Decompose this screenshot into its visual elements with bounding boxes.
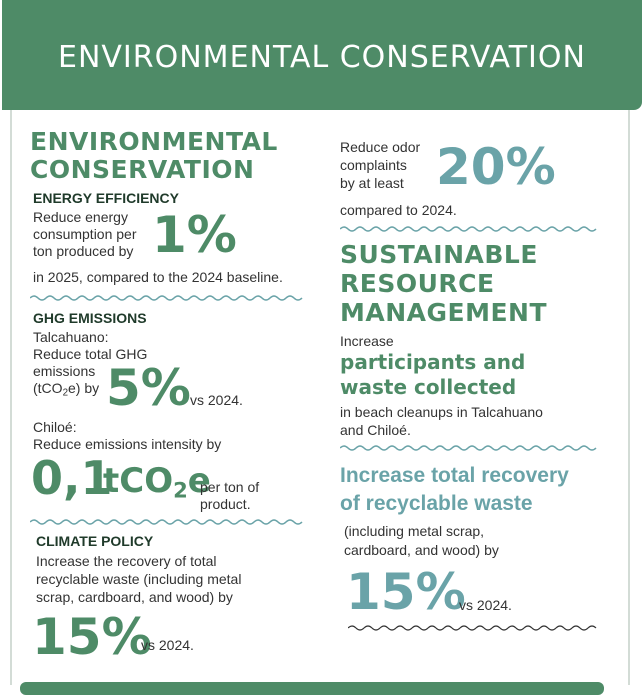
text-line: Reduce odor xyxy=(340,139,421,155)
climate-value: 15% xyxy=(32,608,152,666)
wave-divider xyxy=(30,519,303,525)
wave-divider xyxy=(340,226,597,232)
section-title-line: CONSERVATION xyxy=(30,155,255,184)
unit-part: tCO xyxy=(103,461,174,501)
cleanup-highlight: participants and waste collected xyxy=(340,350,525,400)
wave-divider xyxy=(340,445,597,451)
energy-footnote: in 2025, compared to the 2024 baseline. xyxy=(33,269,283,285)
climate-vs: vs 2024. xyxy=(141,637,194,653)
heading-line: Increase total recovery xyxy=(340,464,569,487)
banner-title: ENVIRONMENTAL CONSERVATION xyxy=(58,39,586,75)
text-line: consumption per xyxy=(33,226,137,242)
text-part: (tCO xyxy=(33,380,63,396)
ghg-text: Talcahuano: Reduce total GHG emissions (… xyxy=(33,329,147,401)
chiloe-text: Chiloé: Reduce emissions intensity by xyxy=(33,419,221,453)
heading-line: of recyclable waste xyxy=(340,492,533,515)
section-title-line: SUSTAINABLE xyxy=(340,240,538,269)
text-line: scrap, cardboard, and wood) by xyxy=(36,589,233,605)
section-title-left: ENVIRONMENTAL CONSERVATION xyxy=(30,128,278,184)
section-title-line: RESOURCE xyxy=(340,269,495,298)
recovery-heading: Increase total recovery of recyclable wa… xyxy=(340,462,569,518)
climate-text: Increase the recovery of total recyclabl… xyxy=(36,552,241,606)
text-line: Reduce emissions intensity by xyxy=(33,436,222,452)
intensity-value: 0,1 xyxy=(31,451,113,505)
highlight-line: waste collected xyxy=(340,375,517,399)
footer-bar xyxy=(20,682,604,695)
energy-heading: ENERGY EFFICIENCY xyxy=(33,190,179,206)
ghg-heading: GHG EMISSIONS xyxy=(33,310,147,326)
wave-divider xyxy=(30,295,303,301)
text-part: e) by xyxy=(68,380,100,396)
subscript: 2 xyxy=(62,387,69,399)
per-ton-text: per ton of product. xyxy=(200,479,259,513)
text-line: emissions xyxy=(33,363,96,379)
section-title-line: ENVIRONMENTAL xyxy=(30,127,278,156)
subscript: 2 xyxy=(173,477,188,503)
text-line: cardboard, and wood) by xyxy=(344,542,499,558)
text-line: in beach cleanups in Talcahuano xyxy=(340,404,543,420)
energy-value: 1% xyxy=(152,206,237,264)
text-line: Reduce energy xyxy=(33,209,128,225)
odor-footnote: compared to 2024. xyxy=(340,202,457,218)
text-line: Talcahuano: xyxy=(33,329,109,345)
wave-divider xyxy=(348,625,597,631)
text-line: ton produced by xyxy=(33,243,134,259)
text-line: (tCO2e) by xyxy=(33,380,147,401)
climate-heading: CLIMATE POLICY xyxy=(36,533,154,549)
header-banner: ENVIRONMENTAL CONSERVATION xyxy=(2,0,642,110)
highlight-line: participants and xyxy=(340,350,526,374)
text-line: recyclable waste (including metal xyxy=(36,571,242,587)
text-line: product. xyxy=(200,496,251,512)
ghg-vs: vs 2024. xyxy=(190,392,243,408)
text-line: and Chiloé. xyxy=(340,422,411,438)
text-line: per ton of xyxy=(200,479,260,495)
recovery-value: 15% xyxy=(346,563,466,621)
section-title-right: SUSTAINABLE RESOURCE MANAGEMENT xyxy=(340,240,547,327)
content-frame xyxy=(10,110,630,685)
energy-text: Reduce energy consumption per ton produc… xyxy=(33,209,137,260)
ghg-value: 5% xyxy=(106,359,191,417)
text-line: complaints xyxy=(340,157,407,173)
text-line: by at least xyxy=(340,175,404,191)
intensity-unit: tCO2e xyxy=(103,460,211,511)
recovery-vs: vs 2024. xyxy=(459,597,512,613)
odor-text: Reduce odor complaints by at least xyxy=(340,138,420,192)
odor-value: 20% xyxy=(436,138,556,196)
cleanup-intro: Increase xyxy=(340,333,394,349)
text-line: Chiloé: xyxy=(33,419,77,435)
section-title-line: MANAGEMENT xyxy=(340,298,548,327)
text-line: (including metal scrap, xyxy=(344,523,485,539)
cleanup-text: in beach cleanups in Talcahuano and Chil… xyxy=(340,403,543,439)
recovery-text: (including metal scrap, cardboard, and w… xyxy=(344,522,499,560)
text-line: Reduce total GHG xyxy=(33,346,148,362)
unit-part: e xyxy=(187,461,211,501)
text-line: Increase the recovery of total xyxy=(36,553,217,569)
